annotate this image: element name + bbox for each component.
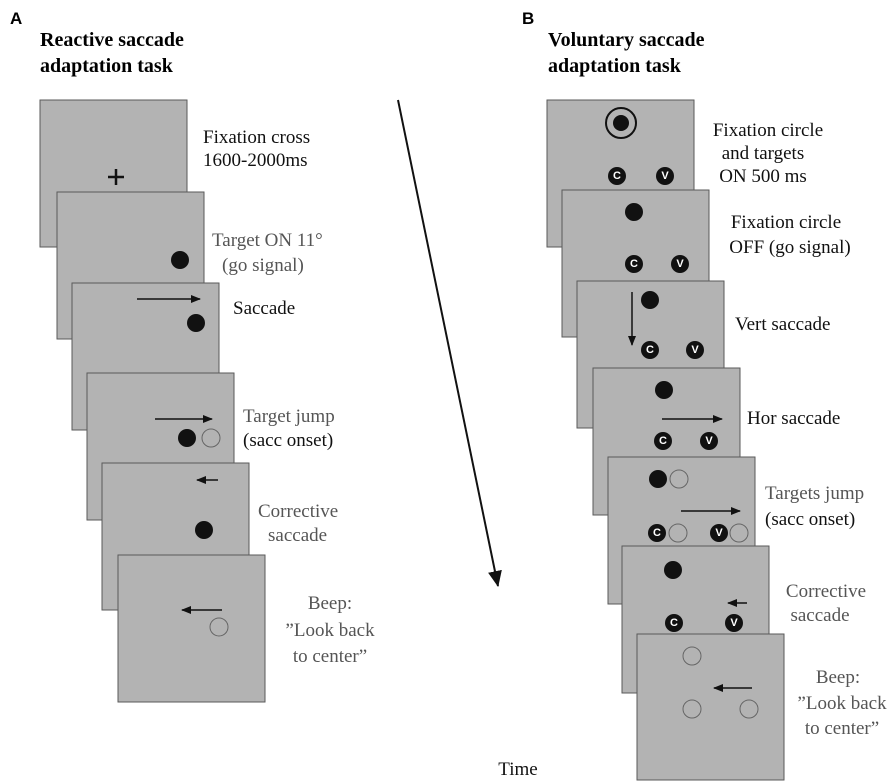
target-label: V (705, 435, 713, 447)
target-label: C (659, 435, 667, 447)
panel-title: adaptation task (40, 55, 174, 77)
frame-text: Saccade (233, 298, 295, 319)
frame-text: saccade (790, 605, 849, 626)
time-label: Time (498, 759, 537, 780)
target-label: V (676, 258, 684, 270)
target-label: C (670, 617, 678, 629)
frame-text: Targets jump (765, 483, 864, 504)
frame-text: Corrective (786, 581, 866, 602)
target (625, 203, 643, 221)
time-arrow (397, 99, 502, 587)
frame-text: Vert saccade (735, 314, 830, 335)
frame-text: Beep: (816, 667, 860, 688)
target-label: C (646, 344, 654, 356)
target (187, 314, 205, 332)
frame (636, 633, 785, 781)
target-new (739, 699, 759, 719)
target (649, 470, 667, 488)
frame-text: Fixation cross (203, 127, 310, 148)
frame-text: saccade (268, 525, 327, 546)
frame-text: 1600-2000ms (203, 150, 308, 171)
target (195, 521, 213, 539)
frame-text: to center” (293, 646, 367, 667)
panel-title: Voluntary saccade (548, 29, 705, 51)
frame-text: and targets (722, 143, 805, 164)
target-label: V (661, 170, 669, 182)
target-label: C (613, 170, 621, 182)
target-new (669, 469, 689, 489)
target-label: V (730, 617, 738, 629)
panel-label: A (10, 9, 22, 28)
target-new (682, 699, 702, 719)
frame-text: (go signal) (222, 255, 304, 276)
target (655, 381, 673, 399)
frame-text: Target ON 11° (212, 230, 323, 251)
target-label: C (653, 527, 661, 539)
frame-text: Fixation circle (713, 120, 823, 141)
target (171, 251, 189, 269)
panel-label: B (522, 9, 534, 28)
target-label: V (715, 527, 723, 539)
target (613, 115, 629, 131)
panel-title: adaptation task (548, 55, 682, 77)
target-new (682, 646, 702, 666)
panel-title: Reactive saccade (40, 29, 184, 51)
target-new (201, 428, 221, 448)
fixation-circle (605, 107, 637, 139)
target (641, 291, 659, 309)
frame-text: Fixation circle (731, 212, 841, 233)
frame-text: OFF (go signal) (729, 237, 850, 258)
frame-text: (sacc onset) (765, 509, 855, 530)
fixation-cross (108, 169, 124, 185)
frame-text: ON 500 ms (719, 166, 807, 187)
frame-text: ”Look back (285, 620, 375, 641)
target-label: C (630, 258, 638, 270)
frame-text: Target jump (243, 406, 335, 427)
frame-text: to center” (805, 718, 879, 739)
frame (117, 554, 266, 703)
target (178, 429, 196, 447)
frame-text: (sacc onset) (243, 430, 333, 451)
frame-text: Beep: (308, 593, 352, 614)
target (664, 561, 682, 579)
target-label: V (691, 344, 699, 356)
frame-text: Hor saccade (747, 408, 840, 429)
target-new (209, 617, 229, 637)
frame-text: Corrective (258, 501, 338, 522)
frame-text: ”Look back (797, 693, 887, 714)
